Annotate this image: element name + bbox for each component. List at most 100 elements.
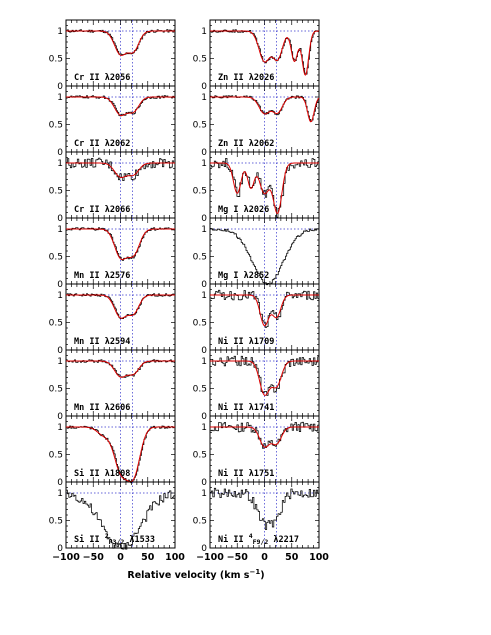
panels-layer: 0 0.5 1 Cr II λ2056 0 0.5 1 Cr II λ2062 0 0.5 1 Cr … bbox=[49, 19, 320, 554]
x-tick-label: 100 bbox=[165, 552, 185, 563]
y-tick-label: 0 bbox=[57, 478, 63, 488]
y-tick-label: 0.5 bbox=[193, 253, 207, 263]
y-tick-label: 0.5 bbox=[193, 187, 207, 197]
panel-mnii-2576: 0 0.5 1 Mn II λ2576 bbox=[49, 217, 176, 290]
transition-label: Mg I λ2852 bbox=[218, 271, 269, 281]
panel-niii-2217: 0 0.5 1 Ni II 4F9/2 λ2217 bbox=[193, 481, 320, 554]
panel-mnii-2594: 0 0.5 1 Mn II λ2594 bbox=[49, 283, 176, 356]
panel-siii-1533: 0 0.5 1 Si II 2P3/2 λ1533 bbox=[49, 481, 176, 554]
transition-label: Mg I λ2026 bbox=[218, 205, 269, 215]
spectrum-data bbox=[210, 487, 319, 530]
transition-label: Mn II λ2594 bbox=[74, 337, 130, 347]
spectrum-data bbox=[210, 228, 319, 286]
y-tick-label: 1 bbox=[201, 93, 207, 103]
transition-label: Mn II λ2576 bbox=[74, 271, 130, 281]
transition-label: Cr II λ2066 bbox=[74, 205, 130, 215]
voigt-model-fit bbox=[210, 162, 319, 214]
panel-crii-2062: 0 0.5 1 Cr II λ2062 bbox=[49, 85, 176, 158]
panel-niii-1709: 0 0.5 1 Ni II λ1709 bbox=[193, 283, 320, 356]
voigt-model-fit bbox=[210, 426, 319, 448]
y-tick-label: 1 bbox=[201, 489, 207, 499]
transition-label: Ni II λ1741 bbox=[218, 402, 274, 413]
y-tick-label: 0.5 bbox=[193, 55, 207, 65]
y-tick-label: 0.5 bbox=[49, 385, 63, 395]
y-tick-label: 0 bbox=[201, 280, 207, 290]
transition-label: Si II λ1808 bbox=[74, 468, 130, 479]
x-tick-label: 0 bbox=[261, 552, 268, 563]
x-tick-label: 50 bbox=[285, 552, 299, 563]
y-tick-label: 0.5 bbox=[49, 517, 63, 527]
y-tick-label: 0 bbox=[57, 280, 63, 290]
y-tick-label: 0 bbox=[201, 544, 207, 554]
panel-niii-1751: 0 0.5 1 Ni II λ1751 bbox=[193, 415, 320, 488]
transition-label: Ni II λ1709 bbox=[218, 336, 274, 347]
y-tick-label: 0 bbox=[57, 82, 63, 92]
panel-mgi-2852: 0 0.5 1 Mg I λ2852 bbox=[193, 217, 320, 290]
y-tick-label: 0 bbox=[201, 82, 207, 92]
voigt-model-fit bbox=[66, 360, 175, 378]
transition-label: Ni II 4F9/2 λ2217 bbox=[218, 532, 299, 546]
y-tick-label: 0 bbox=[201, 148, 207, 158]
x-axis-label: Relative velocity (km s−1) bbox=[127, 568, 264, 581]
voigt-model-fit bbox=[66, 294, 175, 319]
panel-mgi-2026: 0 0.5 1 Mg I λ2026 bbox=[193, 151, 320, 224]
y-tick-label: 1 bbox=[201, 357, 207, 367]
y-tick-label: 1 bbox=[57, 489, 63, 499]
y-tick-label: 1 bbox=[201, 159, 207, 169]
voigt-model-fit bbox=[66, 30, 175, 56]
y-tick-label: 1 bbox=[201, 27, 207, 37]
y-tick-label: 0.5 bbox=[49, 451, 63, 461]
y-tick-label: 1 bbox=[57, 159, 63, 169]
y-tick-label: 1 bbox=[57, 423, 63, 433]
y-tick-label: 0 bbox=[57, 214, 63, 224]
y-tick-label: 0.5 bbox=[193, 121, 207, 131]
x-tick-label: 50 bbox=[141, 552, 155, 563]
y-tick-label: 1 bbox=[57, 291, 63, 301]
panel-znii-2062: 0 0.5 1 Zn II λ2062 bbox=[193, 85, 320, 158]
y-tick-label: 0.5 bbox=[49, 253, 63, 263]
y-tick-label: 1 bbox=[201, 423, 207, 433]
x-axis-layer: −100 −50 0 50 100 −100 −50 0 50 100 bbox=[52, 552, 329, 563]
y-tick-label: 0.5 bbox=[193, 385, 207, 395]
y-tick-label: 0.5 bbox=[49, 121, 63, 131]
spectrum-data bbox=[66, 95, 175, 117]
spectrum-data bbox=[210, 158, 319, 218]
y-tick-label: 1 bbox=[201, 225, 207, 235]
y-tick-label: 0 bbox=[201, 214, 207, 224]
y-tick-label: 1 bbox=[57, 225, 63, 235]
y-tick-label: 0.5 bbox=[49, 55, 63, 65]
voigt-model-fit bbox=[210, 96, 320, 123]
voigt-model-fit bbox=[210, 30, 319, 76]
x-tick-label: −50 bbox=[227, 552, 249, 563]
voigt-model-fit bbox=[210, 294, 319, 327]
voigt-model-fit bbox=[66, 162, 175, 178]
x-tick-label: −100 bbox=[196, 552, 224, 563]
y-tick-label: 0 bbox=[57, 544, 63, 554]
x-tick-label: −50 bbox=[83, 552, 105, 563]
transition-label: Zn II λ2026 bbox=[218, 73, 274, 83]
voigt-model-fit bbox=[66, 426, 175, 483]
y-tick-label: 0.5 bbox=[193, 451, 207, 461]
voigt-model-fit bbox=[66, 228, 175, 260]
y-tick-label: 0 bbox=[201, 478, 207, 488]
x-tick-label: −100 bbox=[52, 552, 80, 563]
spectrum-data bbox=[66, 489, 175, 550]
y-tick-label: 0 bbox=[57, 346, 63, 356]
y-tick-label: 0.5 bbox=[193, 319, 207, 329]
y-tick-label: 0 bbox=[57, 412, 63, 422]
y-tick-label: 0.5 bbox=[49, 319, 63, 329]
panel-crii-2066: 0 0.5 1 Cr II λ2066 bbox=[49, 151, 176, 224]
transition-label: Cr II λ2062 bbox=[74, 139, 130, 149]
y-tick-label: 0.5 bbox=[49, 187, 63, 197]
y-tick-label: 0 bbox=[201, 412, 207, 422]
transition-label: Cr II λ2056 bbox=[74, 73, 130, 83]
voigt-model-fit bbox=[66, 96, 175, 116]
panel-siii-1808: 0 0.5 1 Si II λ1808 bbox=[49, 415, 176, 488]
x-tick-label: 0 bbox=[117, 552, 124, 563]
panel-crii-2056: 0 0.5 1 Cr II λ2056 bbox=[49, 19, 176, 92]
transition-label: Mn II λ2606 bbox=[74, 403, 130, 413]
y-tick-label: 1 bbox=[201, 291, 207, 301]
transition-label: Ni II λ1751 bbox=[218, 468, 274, 479]
panel-znii-2026: 0 0.5 1 Zn II λ2026 bbox=[193, 19, 320, 92]
